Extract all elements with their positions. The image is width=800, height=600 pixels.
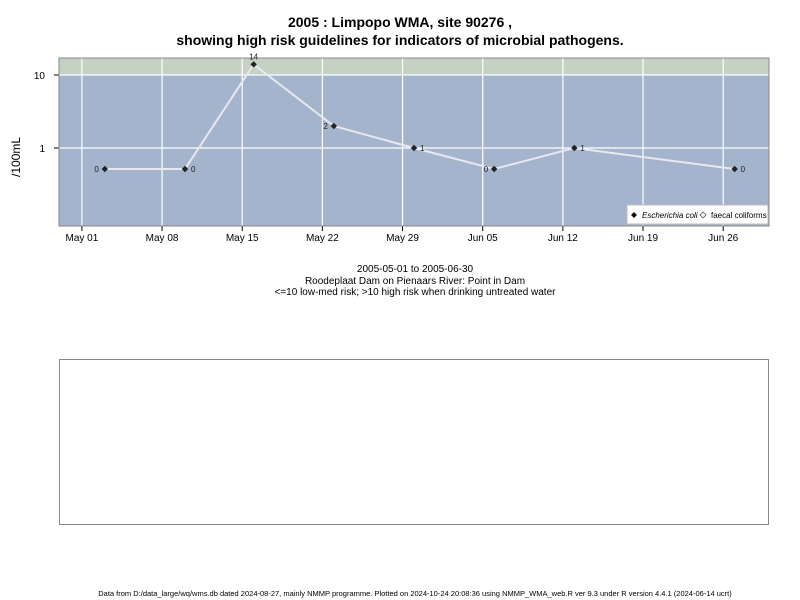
- x-tick-label: May 29: [386, 233, 419, 244]
- chart-svg: May 01 May 08 May 15 May 22 May 29 Jun 05 Jun …: [34, 52, 770, 244]
- legend-label-faecal: faecal coliforms: [711, 211, 767, 220]
- x-tick-label: May 15: [226, 233, 259, 244]
- data-label: 1: [580, 144, 585, 153]
- data-label: 0: [191, 165, 196, 174]
- legend-marker-faecal: [699, 211, 707, 219]
- x-tick-label: Jun 19: [628, 233, 658, 244]
- data-point: [571, 144, 578, 152]
- y-tick-label: 10: [34, 71, 46, 82]
- data-label: 14: [249, 52, 258, 61]
- empty-panel: [59, 359, 769, 525]
- data-point: [490, 165, 498, 173]
- data-point: [731, 165, 738, 173]
- x-tick-label: May 08: [146, 233, 179, 244]
- data-point: [101, 165, 109, 173]
- x-tick-label: Jun 26: [708, 233, 738, 244]
- y-tick-label: 1: [39, 144, 45, 155]
- x-tick-label: May 01: [66, 233, 99, 244]
- x-tick-label: Jun 12: [548, 233, 578, 244]
- chart-title-line1: 2005 : Limpopo WMA, site 90276 ,: [287, 14, 513, 30]
- data-point: [410, 144, 418, 152]
- data-label: 0: [484, 165, 489, 174]
- x-tick-label: Jun 05: [468, 233, 498, 244]
- footer-note: Data from D:/data_large/wq/wms.db dated …: [98, 589, 732, 598]
- plot-border: [58, 57, 770, 227]
- legend-marker-e-coli: [631, 212, 637, 218]
- risk-subtitle: <=10 low-med risk; >10 high risk when dr…: [274, 287, 556, 298]
- plot-background: [59, 58, 769, 226]
- x-tick-label: May 22: [306, 233, 339, 244]
- data-label: 1: [420, 144, 425, 153]
- data-label: 2: [323, 122, 328, 131]
- chart-title-line2: showing high risk guidelines for indicat…: [176, 32, 624, 48]
- data-point: [250, 61, 257, 68]
- site-subtitle: Roodeplaat Dam on Pienaars River: Point …: [304, 276, 526, 287]
- data-point: [181, 165, 189, 173]
- series-line-e-coli: [104, 62, 735, 171]
- data-label: 0: [741, 165, 746, 174]
- data-point: [330, 122, 338, 130]
- high-risk-band: [59, 58, 769, 75]
- data-label: 0: [94, 165, 99, 174]
- date-range-subtitle: 2005-05-01 to 2005-06-30: [356, 264, 474, 275]
- legend-label-e-coli: Escherichia coli: [642, 211, 698, 220]
- legend-box: [626, 204, 769, 225]
